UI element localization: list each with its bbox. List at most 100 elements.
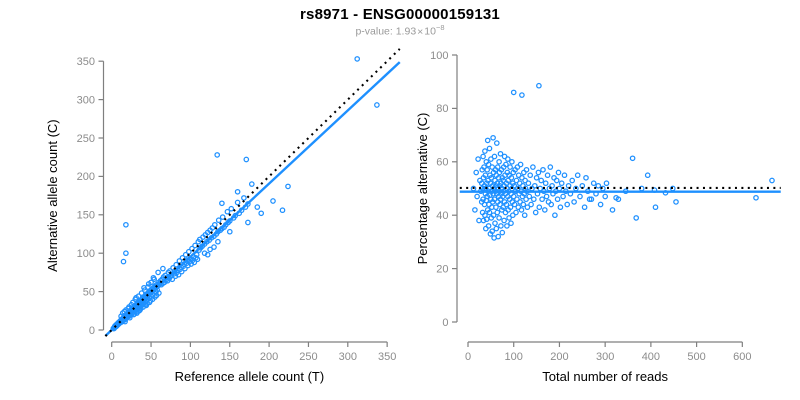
data-point: [523, 166, 530, 173]
data-point: [571, 199, 577, 205]
data-point: [535, 169, 542, 176]
data-point: [539, 196, 545, 203]
data-point: [526, 193, 533, 200]
data-point: [120, 258, 127, 265]
data-point: [519, 92, 525, 98]
data-point: [504, 156, 511, 162]
data-point: [519, 174, 525, 181]
data-point: [561, 172, 568, 179]
data-point: [552, 212, 558, 219]
data-point: [354, 56, 361, 62]
data-point: [543, 193, 550, 200]
data-point: [492, 220, 498, 227]
data-point: [141, 284, 147, 291]
data-point: [123, 250, 129, 257]
identity-line: [104, 48, 401, 337]
x-tick-label: 350: [378, 351, 396, 363]
data-point: [480, 217, 487, 224]
data-point: [522, 177, 528, 184]
data-point: [138, 290, 145, 296]
data-point: [500, 204, 507, 211]
data-point: [498, 223, 504, 229]
data-point: [652, 204, 659, 211]
data-point: [189, 245, 195, 252]
pvalue-mantissa: 1.93: [395, 25, 417, 38]
data-point: [169, 276, 176, 283]
data-point: [538, 177, 545, 184]
pvalue-exponent: −8: [435, 23, 445, 32]
data-point: [556, 185, 563, 192]
data-point: [615, 196, 622, 203]
data-point: [475, 156, 481, 162]
data-point: [490, 134, 496, 141]
data-point: [248, 181, 255, 187]
data-point: [489, 164, 496, 170]
data-point: [501, 217, 507, 224]
data-point: [554, 196, 561, 203]
data-point: [521, 212, 528, 219]
data-point: [488, 174, 495, 181]
data-point: [207, 246, 213, 253]
data-point: [150, 274, 157, 281]
data-point: [524, 204, 531, 211]
data-point: [517, 161, 524, 168]
data-point: [542, 180, 549, 187]
data-point: [480, 153, 486, 160]
x-axis-title: Total number of reads: [542, 369, 668, 384]
data-point: [555, 169, 562, 176]
data-point: [540, 166, 546, 173]
data-point: [496, 158, 502, 165]
data-point: [507, 204, 514, 211]
data-point: [473, 169, 480, 176]
y-axis-title: Percentage alternative (C): [415, 113, 430, 265]
data-point: [528, 201, 534, 208]
data-point: [219, 200, 225, 207]
y-tick-label: 300: [77, 94, 95, 106]
data-point: [508, 220, 514, 227]
y-tick-label: 20: [436, 263, 448, 275]
data-point: [285, 183, 291, 190]
data-point: [211, 244, 217, 250]
data-point: [509, 212, 516, 219]
data-point: [574, 172, 581, 179]
data-point: [481, 164, 487, 170]
data-point: [588, 196, 595, 203]
data-point: [633, 215, 640, 221]
data-point: [515, 204, 522, 211]
x-tick-label: 300: [596, 351, 614, 363]
data-point: [541, 207, 548, 213]
data-point: [510, 89, 517, 96]
data-point: [486, 145, 493, 152]
x-axis: 0 50 100 150 200 250 300 350: [109, 341, 396, 363]
data-point: [485, 223, 492, 229]
data-point: [525, 180, 532, 187]
data-point: [130, 299, 136, 306]
x-tick-label: 100: [505, 351, 523, 363]
data-point: [245, 219, 251, 226]
data-point: [234, 199, 241, 206]
data-point: [564, 201, 571, 208]
data-point: [504, 223, 510, 229]
y-tick-label: 250: [77, 133, 95, 145]
y-tick-label: 0: [89, 325, 95, 337]
data-point: [586, 196, 593, 203]
data-point: [494, 209, 501, 216]
data-point: [503, 161, 509, 168]
data-point: [490, 212, 497, 219]
y-tick-label: 80: [436, 103, 448, 115]
data-point: [644, 172, 651, 179]
data-point: [219, 214, 226, 220]
data-point: [243, 156, 250, 163]
data-point: [509, 158, 515, 165]
data-point: [514, 196, 520, 203]
data-point: [603, 180, 610, 187]
data-point: [123, 221, 129, 228]
data-point: [769, 177, 775, 184]
data-point: [270, 198, 276, 204]
data-point: [126, 314, 133, 321]
chart-title: rs8971 - ENSG00000159131: [300, 6, 500, 23]
x-tick-label: 0: [465, 351, 471, 363]
data-point: [544, 172, 551, 179]
